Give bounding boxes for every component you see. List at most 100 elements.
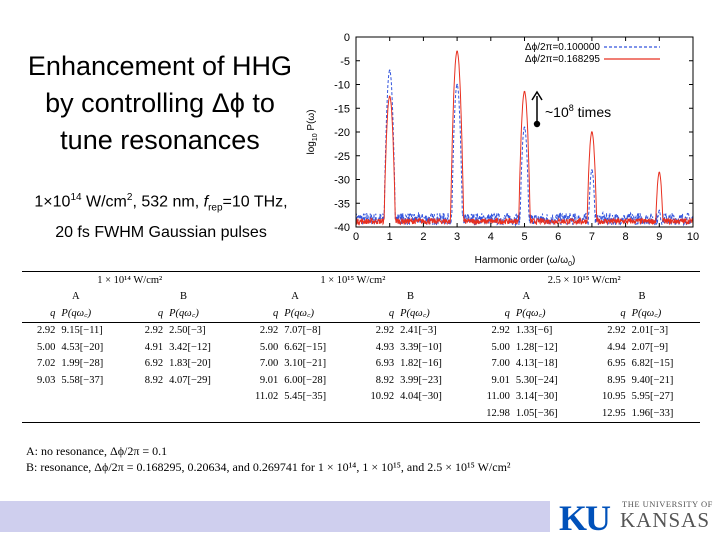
table-cell: 6.93 [375, 358, 395, 370]
x-tick-label: 5 [521, 231, 527, 243]
table-cell: 5.00 [37, 341, 56, 353]
table-cell: 4.07[−29] [169, 374, 211, 386]
table-row: 12.98 1.05[−36] 12.95 1.96[−33] [22, 405, 700, 423]
subgroup-header: B [406, 291, 414, 303]
peak-point-a [388, 69, 391, 72]
title-line: by controlling Δϕ to [45, 88, 275, 118]
peak-point-b [456, 50, 458, 53]
table-cell: 9.40[−21] [631, 374, 674, 386]
note-a: A: no resonance, Δϕ/2π = 0.1 [26, 444, 168, 458]
table-cell: 2.92 [37, 325, 56, 337]
x-tick-label: 1 [387, 231, 393, 243]
column-header-q: q [237, 305, 283, 323]
table-cell: 5.45[−35] [284, 391, 327, 403]
table-cell [237, 405, 283, 423]
column-header-q: q [129, 305, 168, 323]
table-cell: 3.39[−10] [400, 341, 442, 353]
subgroup-header: A [291, 291, 299, 303]
table-cell: 9.15[−11] [61, 325, 103, 337]
table-group-header-row: 1 × 10¹⁴ W/cm² 1 × 10¹⁵ W/cm² 2.5 × 10¹⁵… [22, 271, 700, 289]
annotation-arrowhead [531, 90, 543, 101]
column-header-p: P(qω꜀) [398, 305, 469, 323]
table-cell: 6.62[−15] [284, 341, 327, 353]
peak-point-a [658, 209, 661, 212]
table-cell: 4.53[−20] [61, 341, 104, 353]
table-cell: 8.92 [375, 374, 395, 386]
note-b: B: resonance, Δϕ/2π = 0.168295, 0.20634,… [26, 460, 511, 474]
y-tick-label: -10 [334, 80, 350, 92]
y-tick-label: -20 [334, 127, 350, 139]
subgroup-header: B [180, 291, 188, 303]
table-subgroup-row: A B A B A B [22, 289, 700, 306]
table-cell: 4.13[−18] [515, 358, 558, 370]
table-row: 9.03 5.58[−37] 8.92 4.07[−29] 9.01 6.00[−28] 8… [22, 372, 700, 389]
table-cell: 2.50[−3] [169, 325, 206, 337]
table-cell: 4.04[−30] [400, 391, 442, 403]
table-cell: 5.95[−27] [631, 391, 674, 403]
table-cell: 3.99[−23] [400, 374, 442, 386]
table-cell: 4.93 [375, 341, 395, 353]
column-header-q: q [584, 305, 630, 323]
table-cell: 1.83[−20] [169, 358, 211, 370]
group-header: 1 × 10¹⁵ W/cm² [237, 271, 469, 289]
subtitle-italic: f [203, 193, 209, 211]
table-cell: 2.07[−9] [631, 341, 669, 353]
subtitle-text: =10 THz, [222, 193, 288, 211]
subtitle-text: 1×10 [34, 193, 71, 211]
table-cell [22, 389, 59, 406]
table-cell: 10.92 [370, 391, 395, 403]
x-tick-label: 10 [687, 231, 699, 243]
table-cell [130, 389, 167, 406]
results-table: 1 × 10¹⁴ W/cm² 1 × 10¹⁵ W/cm² 2.5 × 10¹⁵… [22, 271, 700, 423]
subgroup-header: A [72, 291, 80, 303]
column-header-p: P(qω꜀) [513, 305, 585, 323]
peak-point-b [591, 131, 593, 133]
table-cell [59, 389, 129, 406]
table-cell: 6.92 [144, 358, 164, 370]
y-tick-label: -35 [334, 198, 350, 210]
table-cell: 1.33[−6] [515, 325, 553, 337]
subtitle-text: , 532 nm, [132, 193, 204, 211]
table-cell: 5.30[−24] [515, 374, 558, 386]
table-cell: 9.01 [491, 374, 510, 386]
table-cell: 2.92 [607, 325, 626, 337]
group-header: 1 × 10¹⁴ W/cm² [22, 271, 238, 289]
annotation-text: ~108 times [545, 103, 611, 120]
table-cell: 6.95 [607, 358, 626, 370]
annotation-dot [533, 120, 541, 128]
table-cell: 5.00 [259, 341, 279, 353]
subgroup-header: B [638, 291, 646, 303]
x-tick-label: 9 [656, 231, 662, 243]
peak-point-b [523, 90, 526, 93]
column-header-p: P(qω꜀) [629, 305, 700, 323]
y-tick-label: 0 [344, 32, 350, 44]
subtitle-sub: rep [208, 202, 223, 214]
group-header: 2.5 × 10¹⁵ W/cm² [468, 271, 700, 289]
plot-frame [355, 36, 694, 228]
y-axis-label: log10 P(ω) [306, 109, 319, 154]
table-row: 5.00 4.53[−20] 4.91 3.42[−12] 5.00 6.62[−15] 4… [22, 339, 700, 356]
table-cell: 2.92 [144, 325, 164, 337]
subtitle-line-1: 1×1014 W/cm2, 532 nm, frep=10 THz, [8, 186, 314, 221]
table-cell: 9.03 [37, 374, 56, 386]
slide-title: Enhancement of HHG by controlling Δϕ to … [18, 48, 302, 159]
x-tick-label: 0 [353, 231, 359, 243]
column-header-q: q [352, 305, 399, 323]
table-cell: 6.82[−15] [631, 358, 674, 370]
table-cell: 3.10[−21] [284, 358, 327, 370]
table-column-header-row: q P(qω꜀) q P(qω꜀) q P(qω꜀) q P(qω꜀) q P(qω꜀) q P(qω… [22, 305, 700, 323]
title-line: Enhancement of HHG [27, 51, 293, 81]
table-cell: 2.92 [259, 325, 279, 337]
column-header-p: P(qω꜀) [59, 305, 130, 323]
legend-label-series-b: Δϕ/2π=0.168295 [525, 54, 601, 65]
subtitle-text: W/cm [81, 193, 127, 211]
table-cell [167, 405, 238, 423]
footer-bar [0, 501, 550, 532]
peak-point-a [456, 83, 458, 86]
table-cell: 12.95 [584, 405, 630, 423]
peak-point-b [388, 95, 391, 98]
table-cell: 1.99[−28] [61, 358, 104, 370]
x-tick-label: 2 [420, 231, 426, 243]
subtitle-sup: 14 [70, 192, 82, 203]
legend-label-series-a: Δϕ/2π=0.100000 [525, 42, 601, 53]
